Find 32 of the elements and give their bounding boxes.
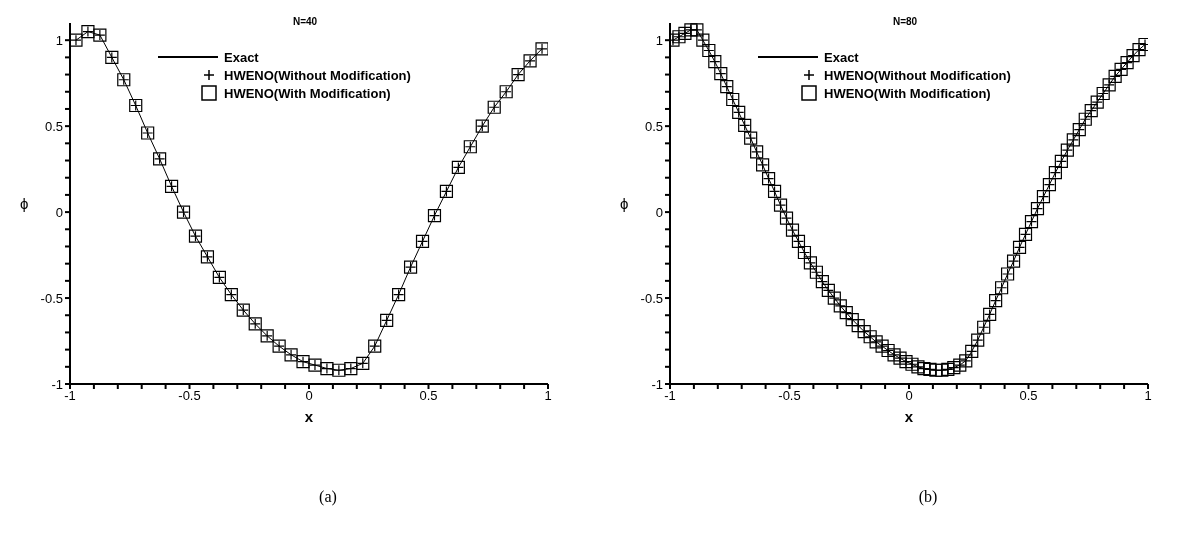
- legend-label: Exact: [224, 49, 259, 65]
- legend-label: HWENO(Without Modification): [824, 67, 1011, 83]
- y-tick-label: 0: [655, 204, 663, 220]
- text: (b): [917, 488, 939, 506]
- x-tick-label: 0.5: [1019, 388, 1038, 404]
- x-axis-title: x: [304, 408, 314, 425]
- legend-label: HWENO(With Modification): [224, 85, 391, 101]
- y-tick-label: 1: [655, 32, 663, 48]
- y-tick-label: -0.5: [40, 290, 63, 306]
- x-tick-label: 1: [1144, 388, 1152, 404]
- y-tick-label: -1: [651, 376, 663, 392]
- x-tick-label: 1: [544, 388, 552, 404]
- legend-label: HWENO(With Modification): [824, 85, 991, 101]
- y-tick-label: 0.5: [44, 118, 63, 134]
- y-axis-title: ϕ: [20, 194, 29, 212]
- x-tick-label: 0.5: [419, 388, 438, 404]
- y-tick-label: 0: [55, 204, 63, 220]
- x-tick-label: 0: [905, 388, 913, 404]
- legend-label: HWENO(Without Modification): [224, 67, 411, 83]
- legend-label: Exact: [824, 49, 859, 65]
- chart-title: N=80: [893, 16, 918, 27]
- x-tick-label: 0: [305, 388, 313, 404]
- text: (a): [318, 488, 338, 506]
- y-axis-title: ϕ: [620, 194, 629, 212]
- y-tick-label: 1: [55, 32, 63, 48]
- y-tick-label: -0.5: [640, 290, 663, 306]
- x-tick-label: -0.5: [178, 388, 201, 404]
- x-axis-title: x: [904, 408, 914, 425]
- x-tick-label: -0.5: [778, 388, 801, 404]
- y-tick-label: -1: [51, 376, 63, 392]
- y-tick-label: 0.5: [644, 118, 663, 134]
- chart-title: N=40: [293, 16, 318, 27]
